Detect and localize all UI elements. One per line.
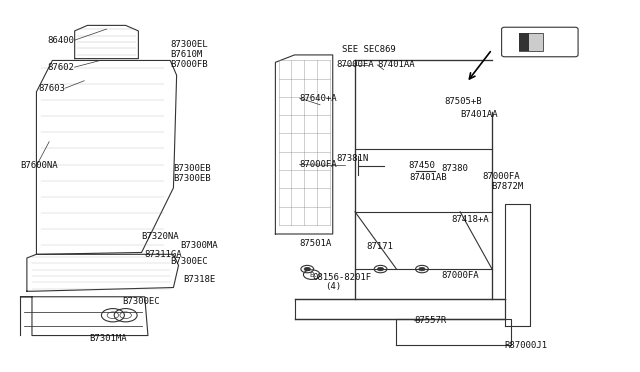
Text: B7301MA: B7301MA (90, 334, 127, 343)
Text: 87401AA: 87401AA (378, 60, 415, 70)
Text: 87603: 87603 (38, 84, 65, 93)
Bar (519, 33, 529, 51)
Text: (4): (4) (325, 282, 341, 291)
Text: 87380: 87380 (441, 164, 468, 173)
Circle shape (378, 267, 384, 271)
Text: 87311GA: 87311GA (145, 250, 182, 259)
Text: 87381N: 87381N (336, 154, 368, 163)
Text: B7300EB: B7300EB (173, 174, 211, 183)
Text: 08156-8201F: 08156-8201F (312, 273, 371, 282)
Text: 87640+A: 87640+A (300, 94, 337, 103)
Text: 87505+B: 87505+B (444, 97, 482, 106)
Text: R87000J1: R87000J1 (505, 341, 548, 350)
Text: 87171: 87171 (366, 243, 393, 251)
Text: B7300EC: B7300EC (122, 297, 160, 306)
Text: B7600NA: B7600NA (20, 161, 58, 170)
Text: 87000FA: 87000FA (336, 60, 374, 70)
Text: 87300EL: 87300EL (170, 41, 208, 49)
Text: 87000FA: 87000FA (483, 172, 520, 181)
Text: 87000FA: 87000FA (441, 271, 479, 280)
Text: B7300EB: B7300EB (173, 164, 211, 173)
Text: B: B (309, 272, 314, 278)
Text: 87557R: 87557R (414, 316, 447, 325)
Text: 87418+A: 87418+A (451, 215, 489, 224)
Text: B7300EC: B7300EC (170, 257, 208, 266)
Text: 87000FA: 87000FA (300, 160, 337, 169)
Text: B7318E: B7318E (183, 275, 215, 283)
Text: B7872M: B7872M (491, 182, 523, 191)
Text: 87450: 87450 (408, 161, 435, 170)
Circle shape (304, 267, 310, 271)
Text: B7000FB: B7000FB (170, 60, 208, 70)
Text: B7320NA: B7320NA (141, 232, 179, 241)
Text: 86400: 86400 (48, 36, 75, 45)
Text: B7300MA: B7300MA (180, 241, 218, 250)
Bar (519, 33, 543, 51)
Text: 87602: 87602 (48, 62, 75, 72)
Text: B7610M: B7610M (170, 51, 202, 60)
FancyBboxPatch shape (502, 27, 578, 57)
Text: SEE SEC869: SEE SEC869 (342, 45, 396, 54)
Text: 87401AB: 87401AB (409, 173, 447, 182)
Circle shape (419, 267, 425, 271)
Text: B7401AA: B7401AA (460, 109, 498, 119)
Text: 87501A: 87501A (300, 239, 332, 248)
